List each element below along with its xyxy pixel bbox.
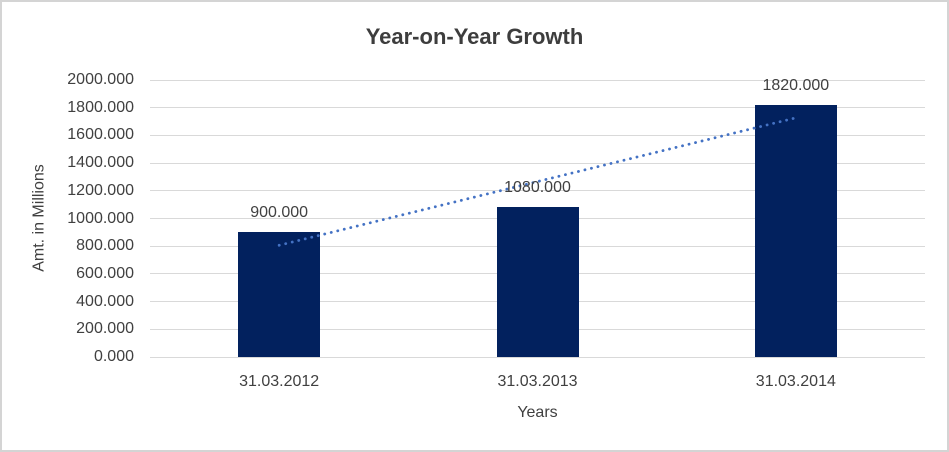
- x-axis-title: Years: [517, 404, 558, 421]
- x-tick-label: 31.03.2014: [755, 373, 836, 390]
- bar: [238, 232, 321, 357]
- x-tick-label: 31.03.2012: [239, 373, 320, 390]
- y-tick-label: 600.000: [76, 264, 134, 282]
- bar-data-label: 1820.000: [762, 76, 830, 94]
- bar-data-label: 900.000: [250, 204, 309, 222]
- bar: [754, 104, 837, 357]
- y-tick-label: 1400.000: [67, 154, 134, 172]
- y-axis-ticks: 0.000 200.000 400.000 600.000 800.000 1000.00…: [2, 71, 134, 365]
- bar-data-label: 1080.000: [504, 179, 571, 197]
- y-tick-label: 200.000: [76, 320, 134, 338]
- gridline: [150, 107, 925, 109]
- bar: [496, 207, 579, 357]
- y-tick-label: 0.000: [93, 348, 134, 365]
- gridline: [150, 79, 925, 81]
- x-axis-ticks: 31.03.2012 31.03.2013 31.03.2014: [150, 373, 925, 393]
- y-tick-label: 800.000: [76, 237, 134, 255]
- y-tick-label: 1600.000: [67, 126, 134, 144]
- y-tick-label: 2000.000: [67, 71, 134, 88]
- gridline: [150, 356, 925, 358]
- plot-area: 900.000 1080.000 1820.000: [150, 76, 925, 358]
- y-tick-label: 1000.000: [67, 209, 134, 227]
- x-tick-label: 31.03.2013: [497, 373, 578, 390]
- y-tick-label: 1800.000: [67, 98, 134, 116]
- y-tick-label: 400.000: [76, 292, 134, 310]
- chart-title: Year-on-Year Growth: [365, 24, 584, 49]
- y-tick-label: 1200.000: [67, 181, 134, 199]
